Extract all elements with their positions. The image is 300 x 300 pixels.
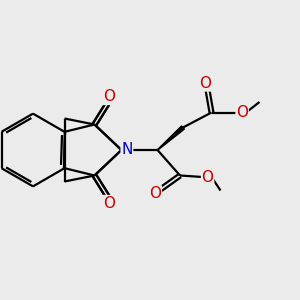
Text: O: O (149, 186, 161, 201)
Text: O: O (103, 196, 116, 211)
Polygon shape (157, 126, 184, 150)
Text: O: O (200, 76, 211, 91)
Text: N: N (121, 142, 133, 158)
Text: O: O (202, 169, 214, 184)
Text: O: O (103, 89, 116, 104)
Text: O: O (236, 105, 248, 120)
